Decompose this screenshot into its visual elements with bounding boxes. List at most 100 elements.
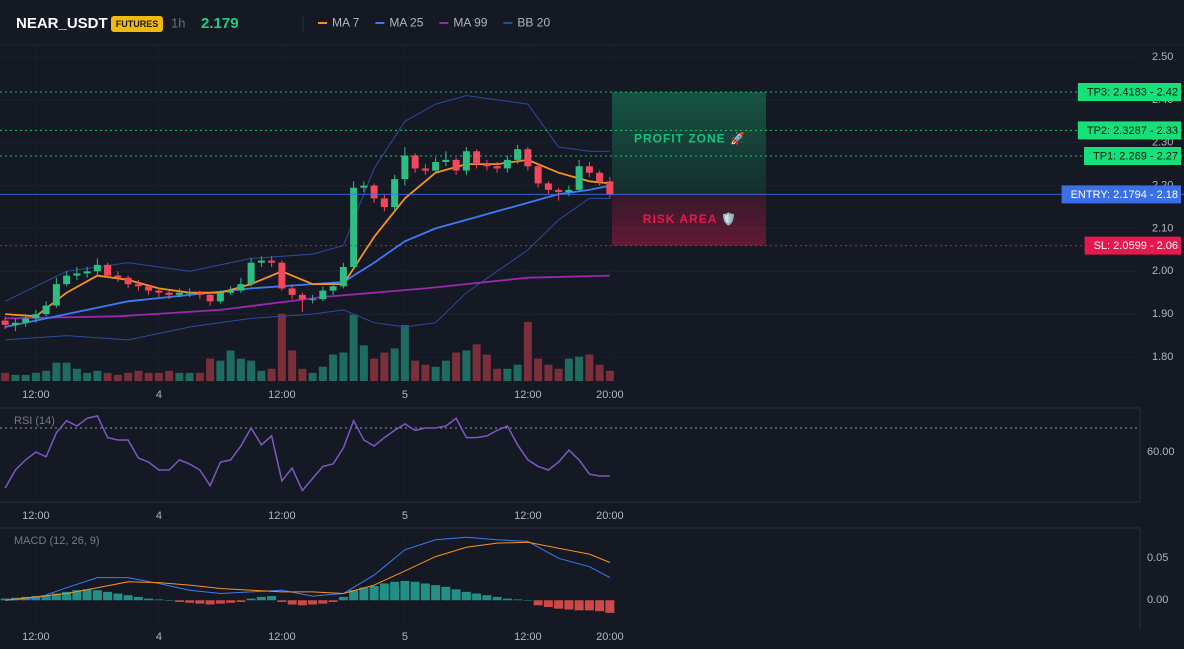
histogram-bar: [420, 583, 430, 601]
histogram-bar: [277, 600, 287, 602]
histogram-bar: [574, 600, 584, 611]
volume-bar: [103, 372, 112, 381]
volume-bar: [277, 313, 286, 381]
histogram-bar: [164, 600, 174, 601]
zone-label: PROFIT ZONE 🚀: [634, 131, 746, 145]
y-tick-label: 0.05: [1147, 552, 1168, 564]
x-tick-label: 4: [156, 389, 162, 401]
x-tick-label: 5: [402, 510, 408, 522]
candle-body: [186, 292, 194, 294]
badge: FUTURES: [116, 19, 159, 29]
candle-body: [555, 189, 563, 192]
candle-body: [63, 275, 71, 285]
x-tick-label: 12:00: [514, 389, 542, 401]
volume-bar: [370, 358, 379, 381]
y-tick-label: 2.50: [1152, 51, 1173, 63]
volume-bar: [493, 368, 502, 381]
volume-bar: [42, 370, 51, 381]
volume-bar: [339, 352, 348, 381]
candle-body: [462, 151, 470, 171]
candle-body: [268, 260, 276, 263]
candle-body: [319, 290, 327, 300]
histogram-bar: [595, 600, 605, 612]
candle-body: [73, 273, 81, 276]
candle-body: [585, 166, 593, 173]
panel-title: MACD (12, 26, 9): [14, 535, 100, 547]
volume-bar: [503, 368, 512, 381]
x-tick-label: 12:00: [514, 510, 542, 522]
volume-bar: [462, 350, 471, 381]
candle-body: [247, 262, 255, 285]
volume-bar: [575, 356, 584, 381]
candle-body: [155, 290, 163, 293]
x-tick-label: 12:00: [268, 389, 296, 401]
candle-body: [1, 320, 9, 325]
histogram-bar: [543, 600, 553, 607]
volume-bar: [308, 372, 317, 381]
x-tick-label: 12:00: [22, 631, 50, 643]
legend-label: BB 20: [517, 16, 550, 30]
histogram-bar: [205, 600, 215, 605]
volume-bar: [329, 354, 338, 381]
volume-bar: [134, 370, 143, 381]
volume-bar: [400, 325, 409, 381]
histogram-bar: [349, 590, 359, 601]
level-label: TP1: 2.269 - 2.27: [1093, 150, 1178, 162]
histogram-bar: [154, 599, 164, 601]
histogram-bar: [523, 600, 533, 601]
histogram-bar: [502, 598, 512, 601]
y-tick-label: 60.00: [1147, 446, 1175, 458]
histogram-bar: [246, 598, 256, 601]
candle-body: [380, 198, 388, 207]
histogram-bar: [113, 593, 123, 601]
candle-body: [134, 284, 142, 287]
candle-body: [104, 264, 112, 276]
volume-bar: [83, 372, 92, 381]
candle-body: [575, 166, 583, 190]
legend-label: MA 7: [332, 16, 360, 30]
level-box: [1077, 83, 1181, 102]
volume-bar: [52, 362, 61, 381]
last-price: 2.179: [201, 15, 239, 32]
candle-body: [391, 179, 399, 207]
volume-bar: [124, 372, 133, 381]
candle-body: [524, 149, 532, 167]
candle-body: [196, 292, 204, 295]
histogram-bar: [133, 596, 143, 601]
histogram-bar: [451, 589, 461, 601]
y-tick-label: 2.30: [1152, 137, 1173, 149]
line-0: [5, 158, 610, 318]
volume-bar: [1, 372, 10, 381]
level-box: [1077, 121, 1181, 140]
candle-body: [237, 284, 245, 291]
histogram-bar: [287, 600, 297, 605]
histogram-bar: [318, 600, 328, 604]
x-tick-label: 20:00: [596, 510, 624, 522]
x-tick-label: 5: [402, 631, 408, 643]
x-tick-label: 4: [156, 631, 162, 643]
histogram-bar: [584, 600, 594, 611]
volume-bar: [257, 370, 266, 381]
candle-body: [298, 294, 306, 300]
y-tick-label: 1.80: [1152, 351, 1173, 363]
candle-body: [421, 168, 429, 171]
candle-body: [278, 262, 286, 289]
volume-bar: [113, 374, 122, 381]
volume-bar: [21, 374, 30, 381]
volume-bar: [359, 345, 368, 381]
volume-bar: [31, 372, 40, 381]
histogram-bar: [51, 593, 61, 601]
volume-bar: [595, 364, 604, 381]
candle-body: [32, 314, 40, 319]
volume-bar: [411, 360, 420, 381]
y-tick-label: 2.00: [1152, 265, 1173, 277]
volume-bar: [318, 366, 327, 381]
volume-bar: [195, 372, 204, 381]
x-tick-label: 12:00: [22, 389, 50, 401]
histogram-bar: [215, 600, 225, 604]
candle-body: [370, 185, 378, 199]
histogram-bar: [92, 590, 102, 601]
volume-bar: [267, 368, 276, 381]
x-tick-label: 12:00: [268, 631, 296, 643]
